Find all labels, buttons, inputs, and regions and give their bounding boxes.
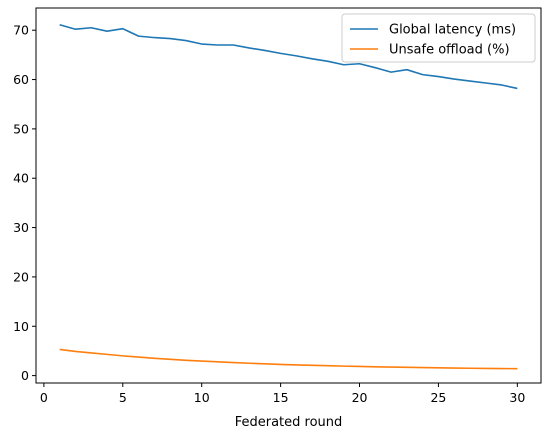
x-tick-label: 15 [273,390,289,405]
x-tick-label: 5 [119,390,127,405]
y-tick-label: 60 [13,72,29,87]
y-tick-label: 30 [13,220,29,235]
plot-area [59,24,518,370]
y-axis-ticks: 0 10 20 30 40 50 60 70 [13,23,36,383]
series-line-1 [59,24,518,90]
legend-box [341,13,536,63]
y-tick-label: 50 [13,121,29,136]
x-axis-ticks: 0 5 10 15 20 25 30 [40,383,525,405]
x-tick-label: 25 [430,390,446,405]
x-tick-label: 0 [40,390,48,405]
y-tick-label: 40 [13,171,29,186]
legend: Global latency (ms) Unsafe offload (%) [341,13,536,63]
y-tick-label: 70 [13,23,29,38]
x-axis-label: Federated round [235,415,343,430]
series-line-2 [59,348,518,370]
x-tick-label: 10 [194,390,210,405]
axes-frame [35,7,542,384]
y-tick-label: 20 [13,269,29,284]
legend-label-2: Unsafe offload (%) [389,43,510,58]
legend-label-1: Global latency (ms) [389,23,516,38]
x-tick-label: 30 [509,390,525,405]
y-tick-label: 10 [13,319,29,334]
x-tick-label: 20 [352,390,368,405]
y-tick-label: 0 [21,368,29,383]
